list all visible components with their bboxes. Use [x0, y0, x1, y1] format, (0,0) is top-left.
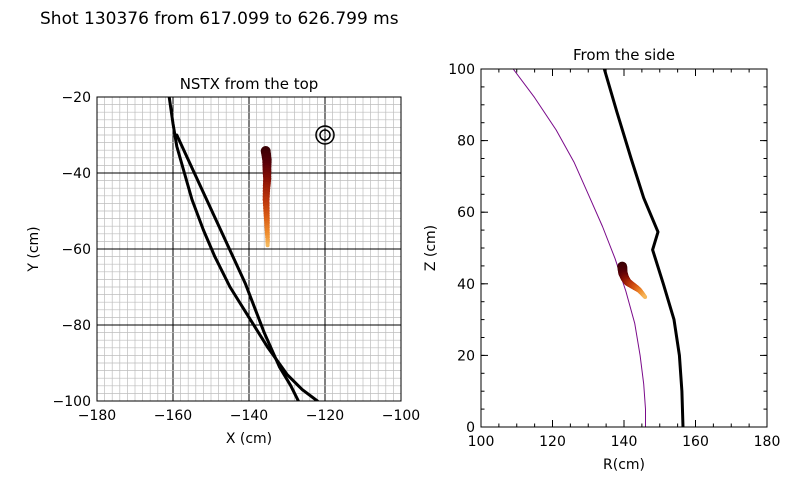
separatrix-line: [512, 69, 646, 427]
y-tick-label: 0: [466, 420, 475, 436]
side-view-trail: [617, 261, 648, 299]
side-view-ylabel: Z (cm): [423, 225, 439, 271]
top-view-series: [167, 97, 319, 401]
top-view-ylabel: Y (cm): [26, 226, 42, 272]
x-tick-label: 180: [754, 434, 781, 450]
top-view-title: NSTX from the top: [180, 75, 319, 93]
probe-marker-inner-ring: [319, 129, 331, 141]
y-tick-label: −80: [61, 318, 91, 334]
top-view-xlabel: X (cm): [226, 431, 272, 447]
x-tick-label: −160: [154, 408, 192, 424]
y-tick-label: 100: [448, 62, 475, 78]
side-view-frame: [480, 68, 768, 428]
y-tick-label: 60: [457, 205, 475, 221]
y-tick-label: −20: [61, 90, 91, 106]
x-tick-label: −180: [78, 408, 116, 424]
side-view-ticks: 100 120 140 160 180 0 20 40 60 80 100: [448, 62, 780, 450]
trail-point: [265, 243, 270, 248]
x-tick-label: 120: [539, 434, 566, 450]
outer-wall-curve-line: [167, 97, 319, 401]
y-tick-label: 40: [457, 277, 475, 293]
x-tick-label: 100: [468, 434, 495, 450]
top-view-grid: [97, 97, 401, 401]
side-view-panel: 100 120 140 160 180 0 20 40 60 80 100 From the sid…: [423, 46, 780, 473]
side-view-title: From the side: [573, 46, 675, 64]
y-tick-label: −40: [61, 166, 91, 182]
x-tick-label: −100: [382, 408, 420, 424]
inner-diagonal-line: [175, 133, 300, 401]
side-view-series: [512, 69, 685, 427]
top-view-trail: [260, 146, 272, 248]
y-tick-label: 20: [457, 348, 475, 364]
y-tick-label: 80: [457, 134, 475, 150]
y-tick-label: −100: [53, 394, 91, 410]
y-tick-label: −60: [61, 242, 91, 258]
trail-point: [643, 295, 648, 299]
x-tick-label: −140: [230, 408, 268, 424]
side-view-xlabel: R(cm): [603, 457, 645, 473]
top-view-panel: −180 −160 −140 −120 −100 −100 −80 −60 −40 −20 NST…: [26, 75, 420, 447]
wall-line: [602, 69, 685, 427]
figure-title: Shot 130376 from 617.099 to 626.799 ms: [40, 9, 399, 29]
x-tick-label: 160: [682, 434, 709, 450]
probe-marker-icon: [315, 125, 335, 145]
top-view-ticks: −180 −160 −140 −120 −100 −100 −80 −60 −40 −20: [53, 90, 421, 424]
x-tick-label: −120: [306, 408, 344, 424]
probe-marker-outer-ring: [315, 125, 335, 145]
x-tick-label: 140: [611, 434, 638, 450]
